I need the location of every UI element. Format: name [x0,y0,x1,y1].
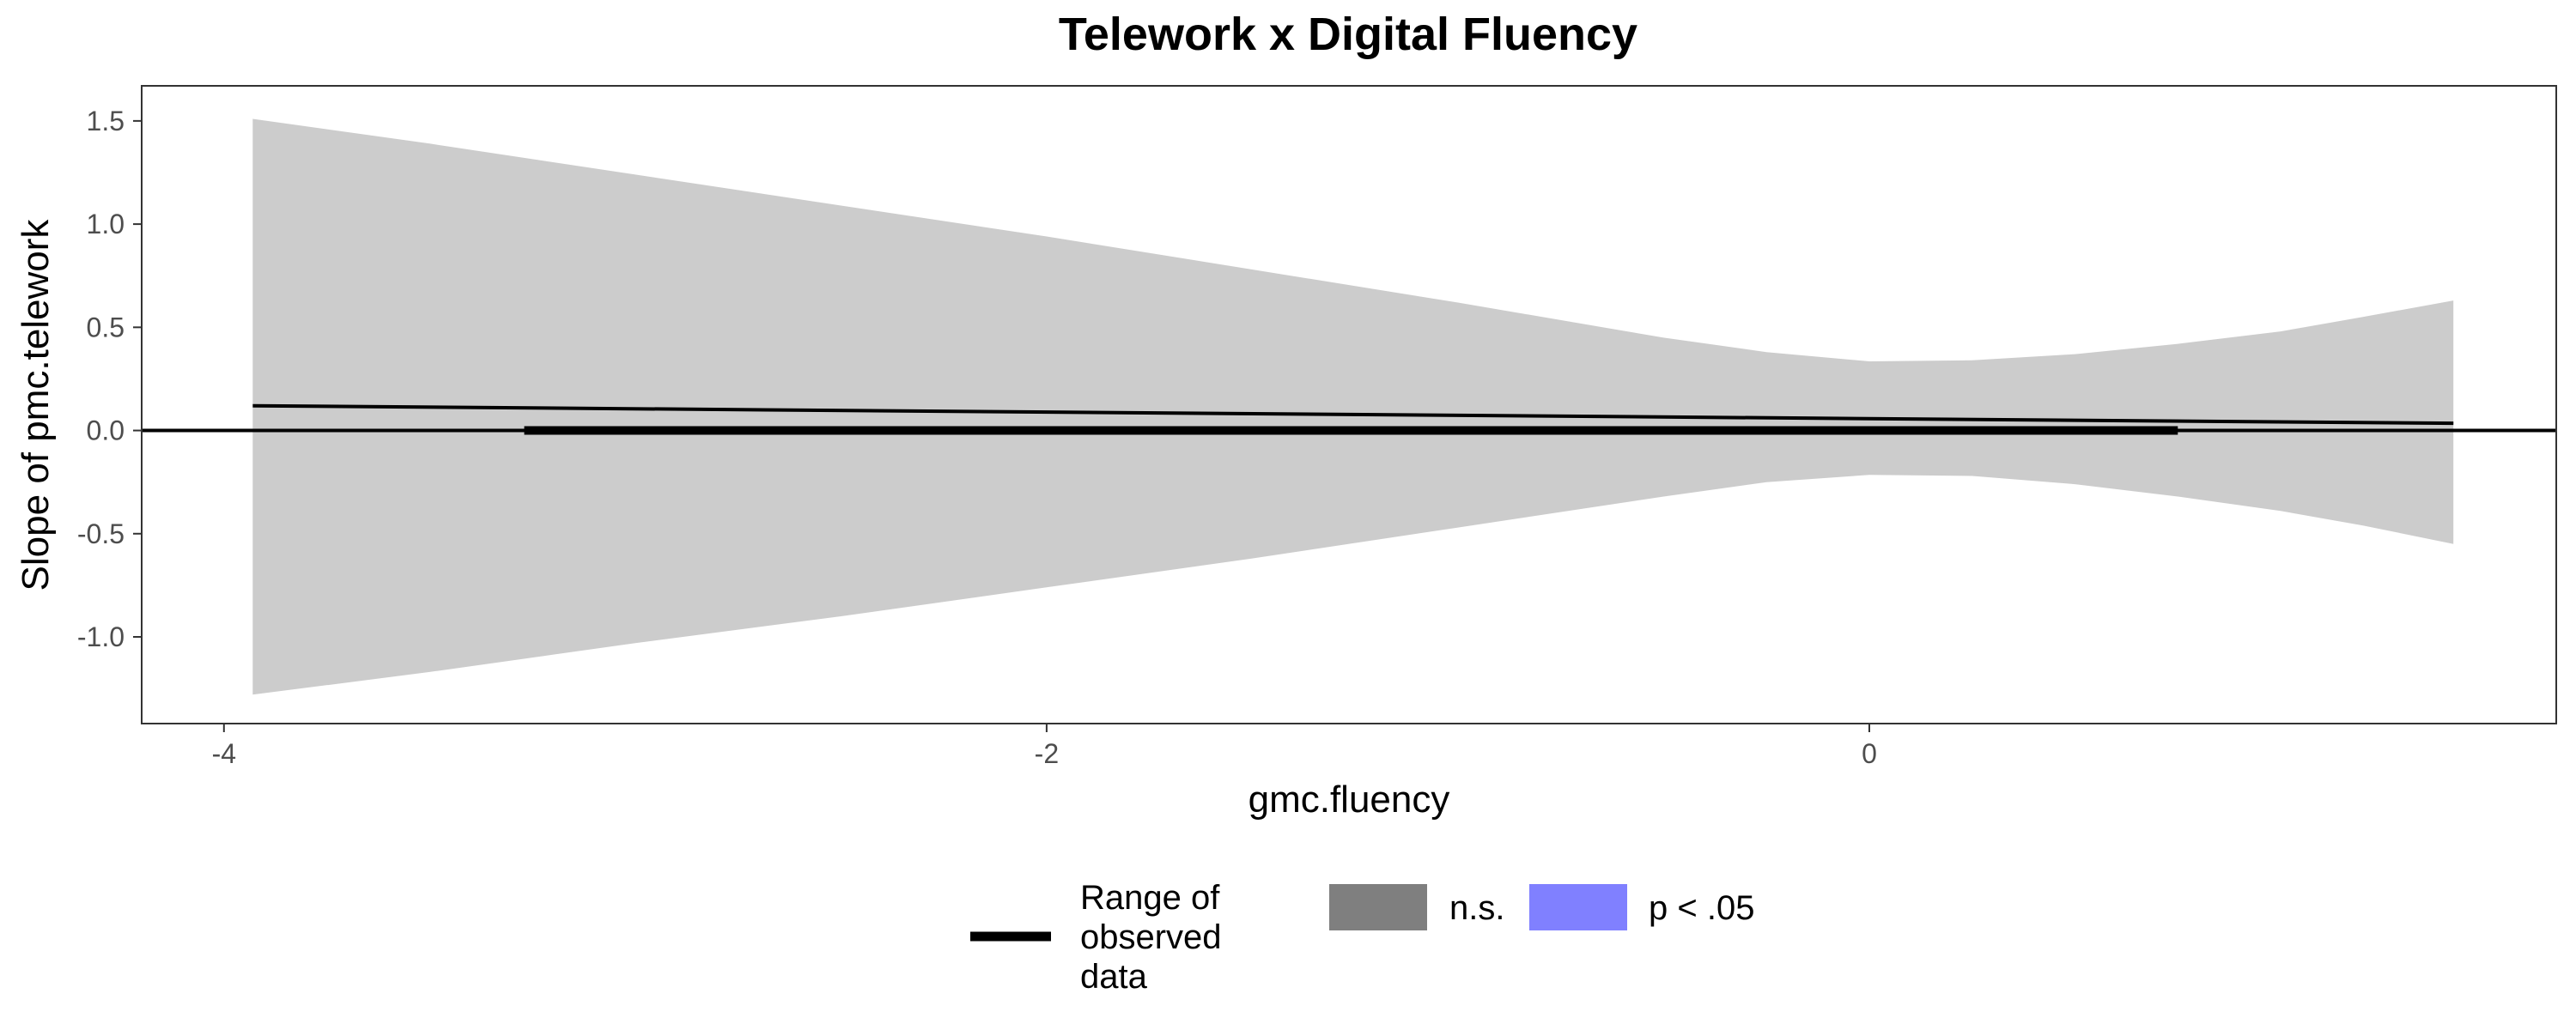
legend-sig-swatch [1529,884,1627,930]
chart-title: Telework x Digital Fluency [1059,9,1637,60]
y-axis-label: Slope of pmc.telework [15,219,57,591]
plot-border [141,85,2557,724]
legend-ns-swatch [1329,884,1427,930]
legend-range-label-line: data [1080,958,1148,996]
x-axis: -4 -2 0 [212,724,1877,769]
y-tick-label: 0.5 [87,312,125,342]
plot-region [141,85,2557,724]
x-tick-label: 0 [1862,738,1877,769]
x-axis-label: gmc.fluency [1249,779,1450,821]
y-tick-label: 1.0 [87,209,125,239]
y-tick-label: 1.5 [87,106,125,136]
y-tick-label: -1.0 [77,621,125,652]
legend-range-label: Range of observed data [1080,879,1231,996]
legend: Range of observed data n.s. p < .05 [970,879,1754,996]
x-tick-label: -4 [212,738,236,769]
y-axis: -1.0 -0.5 0.0 0.5 1.0 1.5 [77,106,142,652]
legend-sig-label: p < .05 [1649,889,1754,927]
legend-ns-label: n.s. [1449,889,1504,927]
slope-line [252,403,2454,426]
confidence-band [252,118,2454,695]
y-tick-label: 0.0 [87,415,125,446]
legend-range-label-line: Range of [1080,879,1220,917]
x-tick-label: -2 [1035,738,1059,769]
y-tick-label: -0.5 [77,518,125,549]
legend-range-label-line: observed [1080,918,1222,956]
